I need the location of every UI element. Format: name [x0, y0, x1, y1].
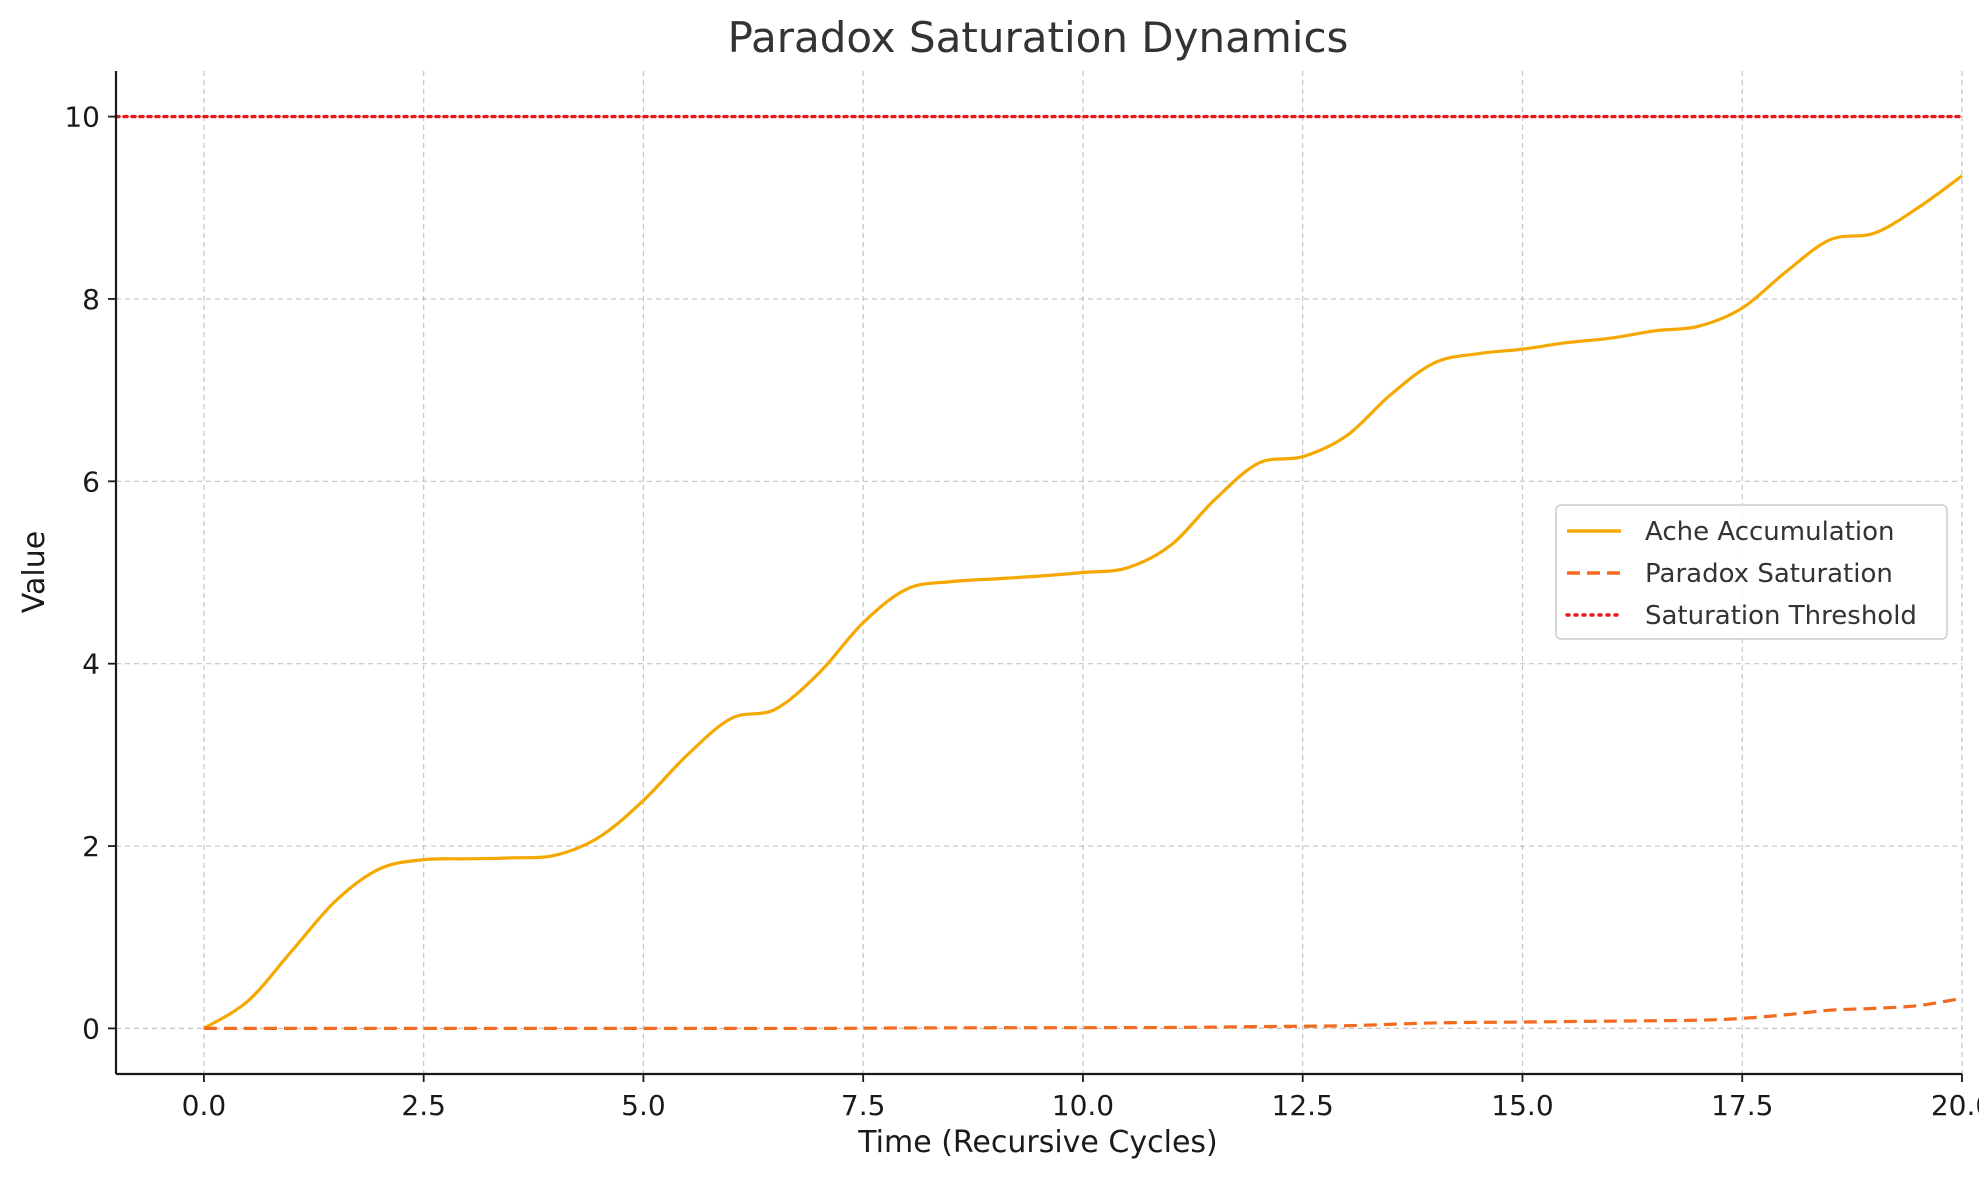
legend-frame: [1555, 504, 1948, 640]
legend: Ache Accumulation Paradox Saturation Satur…: [1555, 504, 1948, 640]
x-tick-label: 2.5: [401, 1089, 446, 1122]
x-axis-label: Time (Recursive Cycles): [857, 1125, 1218, 1160]
y-axis-label: Value: [17, 531, 52, 613]
series-line-ache-accumulation: [203, 174, 1963, 1030]
x-tick-label: 10.0: [1052, 1089, 1114, 1122]
y-tick-label: 2: [82, 830, 100, 863]
y-tick-label: 6: [82, 465, 100, 498]
chart-title: Paradox Saturation Dynamics: [728, 13, 1349, 62]
y-tick-label: 10: [64, 101, 100, 134]
series-line-paradox-saturation: [203, 996, 1963, 1031]
x-tick-label: 0.0: [182, 1089, 227, 1122]
x-tick-label: 17.5: [1711, 1089, 1773, 1122]
x-ticks: 0.0 2.5 5.0 7.5 10.0 12.5 15.0 17.5 20.0: [182, 1074, 1979, 1122]
y-tick-label: 0: [82, 1012, 100, 1045]
y-tick-label: 4: [82, 648, 100, 681]
plot-series: [114, 114, 1964, 1031]
y-tick-label: 8: [82, 283, 100, 316]
x-tick-label: 15.0: [1491, 1089, 1553, 1122]
x-tick-label: 12.5: [1272, 1089, 1334, 1122]
x-tick-label: 7.5: [841, 1089, 886, 1122]
legend-label-saturation-threshold: Saturation Threshold: [1645, 601, 1917, 631]
x-tick-label: 5.0: [621, 1089, 666, 1122]
y-ticks: 0 2 4 6 8 10: [64, 101, 116, 1045]
x-tick-label: 20.0: [1931, 1089, 1979, 1122]
legend-label-ache-accumulation: Ache Accumulation: [1645, 517, 1895, 547]
legend-label-paradox-saturation: Paradox Saturation: [1645, 559, 1893, 589]
